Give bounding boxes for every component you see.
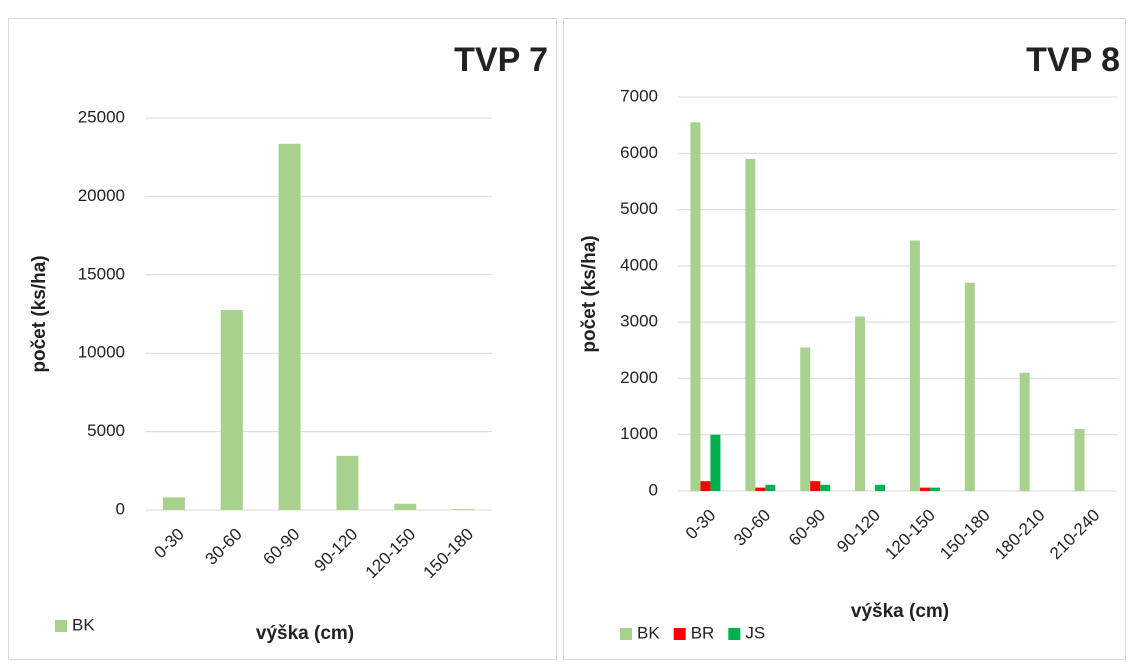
legend-swatch [728,628,741,640]
x-tick-label: 0-30 [150,525,187,562]
y-tick-label: 0 [116,499,125,518]
bar [745,158,756,491]
bar [810,481,821,491]
x-tick-label: 120-150 [362,525,420,583]
x-tick-label: 60-90 [259,525,303,569]
legend-swatch [620,628,632,640]
panel [563,18,1126,660]
bar [765,484,776,491]
bar [394,503,417,510]
chart-title: TVP 7 [454,41,548,79]
y-tick-label: 25000 [78,107,125,126]
chart-title: TVP 8 [1026,41,1120,79]
y-tick-label: 15000 [78,264,125,283]
x-axis-label: výška (cm) [851,601,949,622]
legend-label: BR [691,623,715,642]
bar [336,455,359,510]
bar [755,487,766,491]
bar [278,143,301,510]
legend-label: BK [72,615,95,634]
x-tick-label: 30-60 [730,506,774,550]
y-tick-label: 3000 [620,312,658,331]
x-tick-label: 0-30 [682,506,719,543]
y-tick-label: 0 [649,480,658,499]
legend-label: BK [637,623,660,642]
legend-swatch [673,628,686,640]
bar [690,122,701,491]
y-tick-label: 1000 [620,424,658,443]
bar [875,484,886,491]
bar [220,310,243,510]
y-tick-label: 20000 [78,186,125,205]
legend-swatch [55,620,67,632]
bar [1074,429,1085,491]
y-tick-label: 10000 [78,343,125,362]
panel [8,18,557,660]
bar [964,282,975,491]
x-tick-label: 90-120 [833,506,884,557]
y-tick-label: 7000 [620,86,658,105]
bar [800,347,811,491]
x-tick-label: 150-180 [420,525,478,583]
bar [162,497,185,510]
x-tick-label: 60-90 [785,506,829,550]
bar [855,316,866,491]
y-axis-label: počet (ks/ha) [579,235,600,352]
bar [929,487,940,491]
x-tick-label: 90-120 [311,525,362,576]
y-tick-label: 4000 [620,255,658,274]
bar [700,481,711,491]
x-tick-label: 210-240 [1046,506,1104,564]
x-tick-label: 120-150 [881,506,939,564]
bar [919,487,930,491]
x-axis-label: výška (cm) [256,623,354,644]
y-tick-label: 5000 [620,199,658,218]
bar [452,509,475,510]
y-tick-label: 6000 [620,143,658,162]
x-tick-label: 150-180 [936,506,994,564]
y-tick-label: 5000 [87,421,125,440]
legend-label: JS [745,623,765,642]
y-tick-label: 2000 [620,368,658,387]
bar [710,434,721,491]
x-tick-label: 180-210 [991,506,1049,564]
bar [820,484,831,491]
x-tick-label: 30-60 [202,525,246,569]
bar [1019,372,1030,491]
bar [909,240,920,491]
y-axis-label: počet (ks/ha) [29,255,50,372]
